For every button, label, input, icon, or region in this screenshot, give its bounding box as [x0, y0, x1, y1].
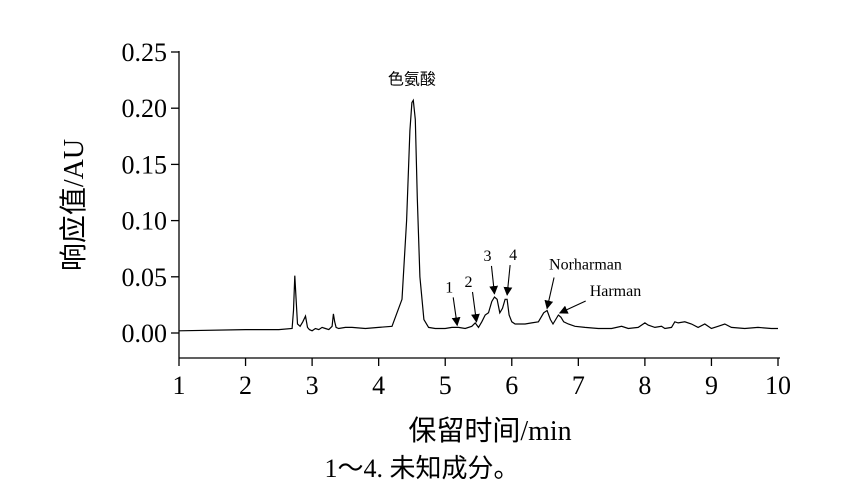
x-tick-label: 9: [705, 371, 718, 400]
y-tick-label: 0.00: [122, 319, 168, 348]
x-tick-label: 5: [439, 371, 452, 400]
annotation-arrow: [558, 300, 586, 314]
y-tick-label: 0.20: [122, 94, 168, 123]
peak-label: 1: [445, 279, 453, 296]
figure-caption: 1～4. 未知成分。: [324, 454, 520, 483]
x-tick-label: 7: [572, 371, 585, 400]
chromatogram-trace: [178, 98, 778, 332]
peak-label: Harman: [590, 283, 642, 300]
annotation-arrow: [503, 264, 513, 296]
x-tick-label: 1: [173, 371, 186, 400]
annotation-arrow: [471, 291, 480, 323]
annotation-arrow: [489, 265, 499, 295]
x-tick-label: 4: [372, 371, 385, 400]
annotation-arrow: [451, 297, 461, 327]
peak-label: Norharman: [549, 257, 622, 274]
peak-label: 2: [465, 274, 473, 291]
x-tick-label: 3: [306, 371, 319, 400]
x-tick-label: 8: [638, 371, 651, 400]
x-tick-label: 10: [765, 371, 791, 400]
x-tick-label: 2: [239, 371, 252, 400]
peak-label: 3: [483, 248, 491, 265]
y-axis-label: 响应值/AU: [58, 139, 90, 271]
y-tick-label: 0.05: [122, 263, 168, 292]
y-tick-label: 0.10: [122, 207, 168, 236]
y-tick-label: 0.25: [122, 38, 168, 67]
x-tick-label: 6: [505, 371, 518, 400]
peak-label: 4: [509, 247, 517, 264]
x-axis-label: 保留时间/min: [408, 415, 571, 447]
annotation-arrow: [544, 277, 555, 310]
peak-label: 色氨酸: [388, 70, 436, 88]
y-tick-label: 0.15: [122, 150, 168, 179]
